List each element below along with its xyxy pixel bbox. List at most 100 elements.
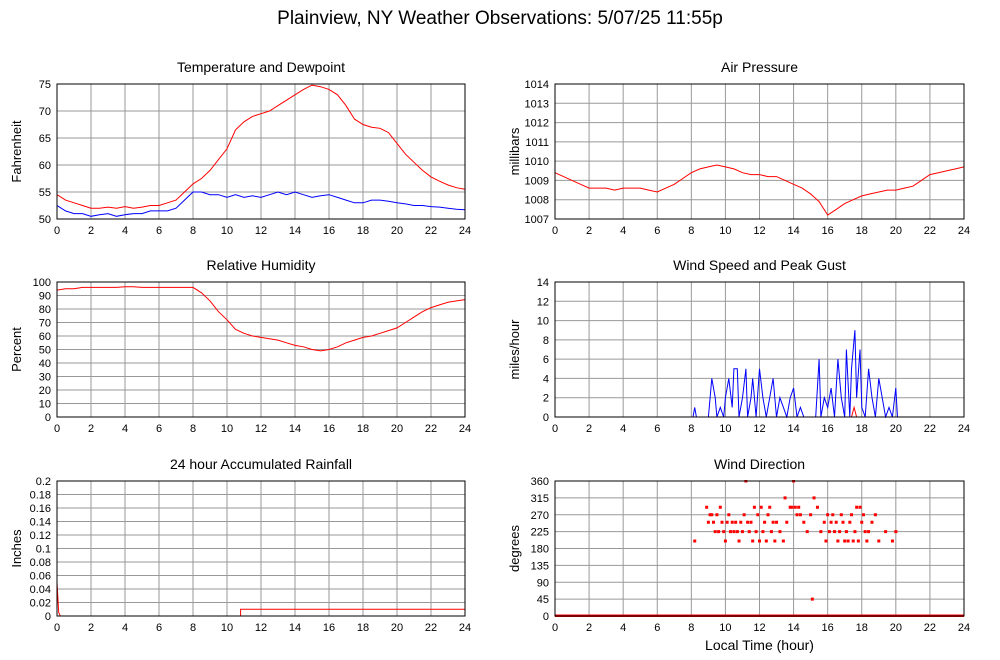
x-tick-label: 22	[924, 225, 936, 237]
x-tick-label: 18	[357, 622, 369, 634]
x-tick-label: 0	[552, 423, 558, 435]
x-tick-label: 2	[88, 225, 94, 237]
x-tick-label: 16	[323, 423, 335, 435]
data-point	[723, 539, 727, 543]
data-point	[831, 513, 835, 517]
data-point	[867, 530, 871, 534]
y-tick-label: 0.14	[30, 517, 51, 529]
data-point	[737, 539, 741, 543]
x-tick-label: 20	[391, 423, 403, 435]
data-point	[819, 530, 823, 534]
data-point	[734, 520, 738, 524]
x-tick-label: 10	[221, 622, 233, 634]
y-tick-label: 6	[543, 354, 549, 366]
x-tick-label: 16	[323, 225, 335, 237]
plot-frame	[554, 83, 965, 220]
data-point	[894, 530, 898, 534]
data-point	[815, 505, 819, 509]
x-tick-label: 4	[620, 423, 626, 435]
y-tick-label: 1010	[525, 156, 549, 168]
y-tick-label: 0	[45, 611, 51, 623]
data-point	[809, 513, 813, 517]
x-tick-label: 12	[255, 225, 267, 237]
page-title: Plainview, NY Weather Observations: 5/07…	[277, 8, 723, 29]
x-tick-label: 20	[890, 622, 902, 634]
data-point	[752, 505, 756, 509]
plot-area	[57, 286, 465, 352]
data-point	[870, 520, 874, 524]
x-tick-label: 2	[586, 423, 592, 435]
x-tick-label: 18	[856, 423, 868, 435]
y-tick-label: 0.06	[30, 571, 51, 583]
data-point	[781, 539, 785, 543]
data-point	[856, 539, 860, 543]
y-tick-label: 80	[39, 304, 51, 316]
x-axis-label: Local Time (hour)	[705, 637, 814, 653]
data-point	[727, 513, 731, 517]
data-point	[855, 505, 859, 509]
data-point	[812, 496, 816, 500]
data-point	[843, 539, 847, 543]
data-point	[838, 530, 842, 534]
data-point	[735, 530, 739, 534]
data-point	[717, 530, 721, 534]
data-point	[785, 520, 789, 524]
x-tick-label: 16	[822, 423, 834, 435]
data-point	[761, 530, 765, 534]
data-point	[778, 530, 782, 534]
x-tick-label: 8	[688, 423, 694, 435]
chart-title: 24 hour Accumulated Rainfall	[170, 456, 352, 472]
data-point	[865, 539, 869, 543]
y-axis-label: degrees	[507, 525, 522, 572]
x-tick-label: 18	[856, 622, 868, 634]
data-point	[850, 513, 854, 517]
series-line-0	[555, 330, 964, 418]
data-point	[890, 539, 894, 543]
series-line-0	[57, 84, 465, 209]
x-tick-label: 6	[654, 225, 660, 237]
x-tick-label: 4	[620, 225, 626, 237]
x-tick-label: 22	[924, 423, 936, 435]
y-axis-label: miles/hour	[507, 319, 522, 380]
data-point	[725, 520, 729, 524]
x-tick-label: 24	[958, 225, 970, 237]
data-point	[863, 530, 867, 534]
x-tick-label: 22	[425, 225, 437, 237]
y-tick-label: 65	[39, 133, 51, 145]
data-point	[764, 539, 768, 543]
x-tick-label: 12	[753, 622, 765, 634]
x-tick-label: 8	[190, 423, 196, 435]
y-tick-label: 60	[39, 160, 51, 172]
y-axis-label: Percent	[9, 327, 24, 372]
y-tick-label: 30	[39, 372, 51, 384]
data-point	[783, 496, 787, 500]
x-tick-label: 12	[255, 423, 267, 435]
data-point	[877, 539, 881, 543]
y-tick-label: 2	[543, 393, 549, 405]
x-tick-label: 4	[122, 225, 128, 237]
x-tick-label: 12	[753, 423, 765, 435]
y-tick-label: 60	[39, 331, 51, 343]
y-tick-label: 180	[531, 544, 549, 556]
data-point	[810, 597, 814, 601]
x-tick-label: 24	[958, 423, 970, 435]
x-tick-label: 6	[156, 622, 162, 634]
data-point	[747, 530, 751, 534]
x-tick-label: 12	[753, 225, 765, 237]
x-tick-label: 14	[289, 622, 301, 634]
data-point	[768, 505, 772, 509]
data-point	[705, 505, 709, 509]
x-tick-label: 8	[190, 225, 196, 237]
data-point	[860, 520, 864, 524]
y-tick-label: 0.12	[30, 530, 51, 542]
x-tick-label: 20	[391, 622, 403, 634]
data-point	[759, 505, 763, 509]
x-tick-label: 14	[289, 225, 301, 237]
y-tick-label: 0	[543, 412, 549, 424]
y-tick-label: 0.04	[30, 584, 51, 596]
y-tick-label: 270	[531, 510, 549, 522]
y-tick-label: 8	[543, 335, 549, 347]
data-point	[771, 520, 775, 524]
